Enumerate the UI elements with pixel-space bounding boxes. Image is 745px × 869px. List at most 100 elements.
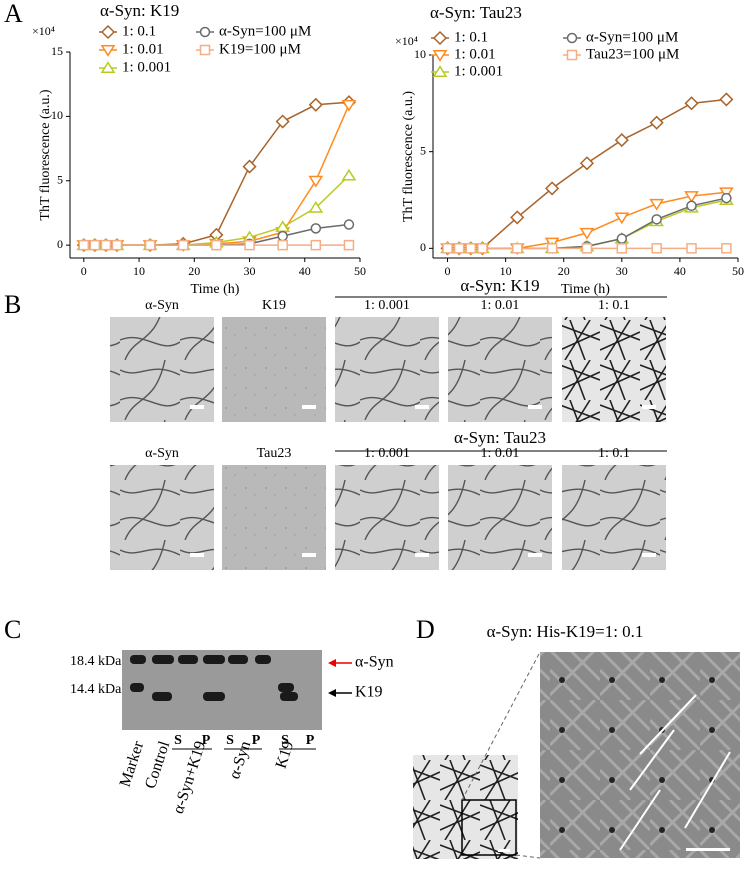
micrograph-label: Tau23 (257, 446, 292, 461)
micrograph (448, 317, 552, 422)
panel-label: D (416, 615, 435, 644)
marker (614, 212, 630, 225)
marker (616, 233, 628, 244)
legend-marker (432, 65, 448, 77)
gel-band (203, 655, 225, 664)
micrograph (448, 465, 552, 570)
legend-label: α-Syn=100 μM (586, 29, 678, 45)
legend-marker (566, 49, 578, 61)
micrograph (540, 652, 740, 858)
legend-label: 1: 0.1 (454, 29, 488, 45)
marker (310, 239, 322, 251)
y-multiplier: ×10⁴ (395, 34, 418, 48)
marker (721, 192, 732, 204)
marker (277, 230, 288, 242)
fraction-label: P (252, 733, 261, 748)
marker (545, 181, 560, 196)
chart-title: α-Syn: K19 (100, 1, 179, 20)
gel-band (178, 655, 198, 664)
legend-marker (432, 50, 448, 62)
marker (581, 243, 593, 254)
marker (616, 243, 628, 254)
micrograph-label: 1: 0.1 (598, 446, 630, 461)
x-tick-label: 40 (674, 264, 686, 278)
marker (453, 243, 465, 254)
legend-label: 1: 0.001 (122, 59, 171, 75)
legend-marker (100, 24, 116, 40)
marker (343, 219, 355, 230)
panel-label: B (4, 290, 21, 319)
marker (100, 239, 112, 251)
x-tick-label: 40 (299, 264, 311, 278)
x-tick-label: 0 (445, 264, 451, 278)
band-label: K19 (355, 684, 383, 701)
marker (614, 133, 629, 148)
marker (721, 243, 732, 254)
marker (686, 200, 697, 212)
scale-bar (302, 405, 316, 409)
marker (684, 191, 699, 203)
y-axis-label: ThT fluorescence (a.u.) (38, 89, 53, 220)
legend-label: 1: 0.1 (122, 23, 156, 39)
gel-band (130, 683, 144, 692)
gel-band (228, 655, 248, 664)
zoom-box (461, 799, 517, 856)
x-tick-label: 10 (133, 264, 145, 278)
gel-band (152, 655, 174, 664)
x-tick-label: 30 (616, 264, 628, 278)
marker (277, 239, 288, 251)
marker (651, 243, 662, 254)
x-tick-label: 10 (500, 264, 512, 278)
arrow-head (328, 659, 336, 667)
marker (78, 239, 90, 251)
legend-label: 1: 0.01 (122, 41, 164, 57)
legend-marker (199, 26, 211, 38)
y-tick-label: 5 (420, 143, 426, 157)
marker (177, 239, 189, 251)
micrograph-label: K19 (262, 298, 286, 313)
scale-bar (415, 553, 429, 557)
micrograph-label: α-Syn (145, 298, 179, 313)
marker (651, 214, 662, 225)
arrow (684, 751, 731, 829)
x-axis-label: Time (h) (191, 282, 240, 297)
group-title: α-Syn: K19 (460, 276, 539, 295)
legend-marker (100, 61, 116, 73)
micrograph (562, 317, 666, 422)
y-tick-label: 15 (51, 44, 63, 58)
x-tick-label: 20 (558, 264, 570, 278)
marker (719, 92, 734, 107)
legend-marker (100, 45, 116, 57)
marker (308, 97, 323, 112)
marker (442, 243, 453, 254)
micrograph (335, 317, 439, 422)
panel-d-title: α-Syn: His-K19=1: 0.1 (487, 622, 644, 641)
marker (242, 159, 257, 174)
x-tick-label: 50 (732, 264, 744, 278)
y-axis-label: ThT fluorescence (a.u.) (401, 91, 416, 222)
y-tick-label: 0 (420, 240, 426, 254)
scale-bar (642, 405, 656, 409)
y-multiplier: ×10⁴ (32, 24, 55, 38)
y-tick-label: 5 (57, 173, 63, 187)
arrow (639, 694, 697, 755)
scale-bar (302, 553, 316, 557)
arrow (629, 729, 675, 791)
micrograph (335, 465, 439, 570)
scale-bar (190, 405, 204, 409)
marker (343, 239, 355, 251)
scale-bar (190, 553, 204, 557)
micrograph-label: 1: 0.001 (364, 298, 410, 313)
micrograph (222, 465, 326, 570)
scale-bar (642, 553, 656, 557)
arrow-head (328, 689, 336, 697)
marker (341, 168, 357, 181)
gel-band (130, 655, 146, 664)
scale-bar (498, 849, 510, 852)
gel-band (152, 692, 172, 701)
marker (310, 223, 322, 234)
micrograph (110, 317, 214, 422)
x-tick-label: 30 (244, 264, 256, 278)
arrow (619, 789, 661, 851)
